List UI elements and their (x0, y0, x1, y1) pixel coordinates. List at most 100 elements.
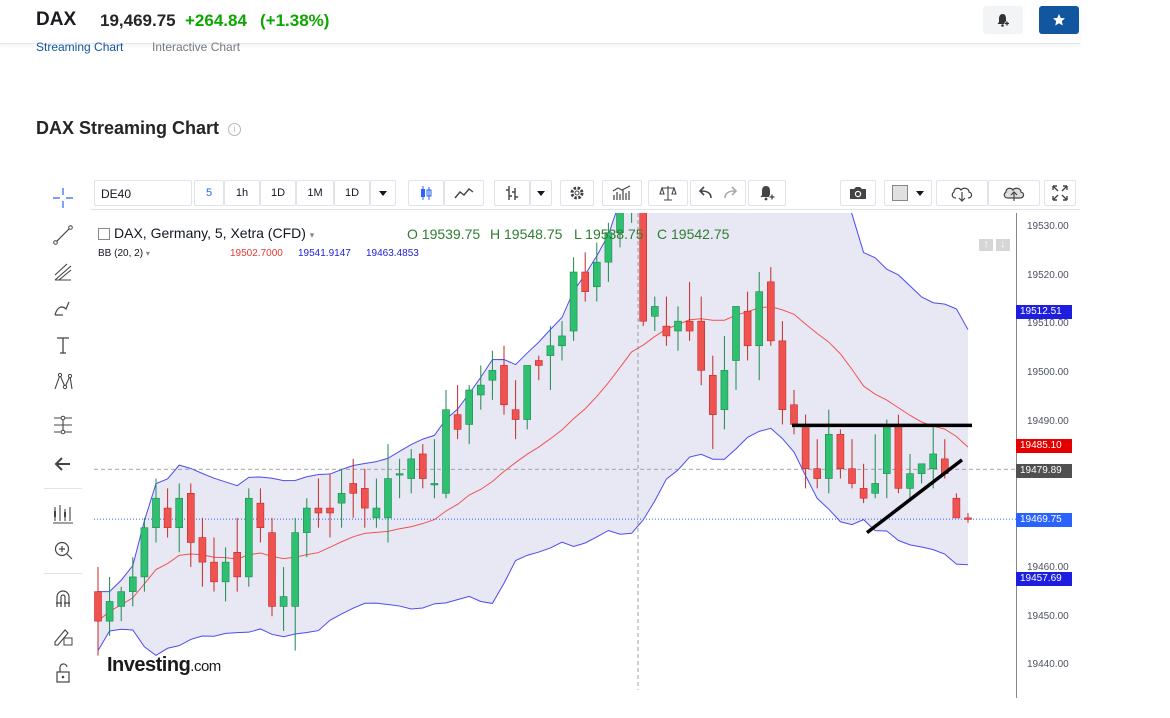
last-price: 19,469.75 (100, 11, 176, 30)
redo-icon[interactable] (723, 186, 739, 200)
arrow-down-icon[interactable]: ↓ (995, 239, 1010, 251)
alert-button[interactable] (748, 180, 786, 206)
price-tick: 19490.00 (1027, 416, 1069, 427)
settings-button[interactable] (560, 180, 594, 206)
chart-type-dropdown[interactable] (530, 180, 552, 206)
add-to-watchlist-button[interactable] (1039, 6, 1079, 34)
long-position-tool[interactable] (48, 499, 78, 527)
collapse-legend-icon[interactable] (98, 228, 110, 241)
investing-logo: Investing.com (107, 654, 221, 676)
quote-header: DAX 19,469.75 +264.84 (+1.38%) (0, 0, 1080, 44)
price-change: +264.84 (185, 11, 247, 30)
price-tick: 19450.00 (1027, 611, 1069, 622)
undo-icon[interactable] (697, 186, 713, 200)
text-tool[interactable] (48, 331, 78, 359)
gear-icon (570, 186, 584, 200)
line-chart-button[interactable] (444, 180, 484, 206)
chevron-down-icon[interactable]: ▾ (309, 230, 315, 240)
candlestick-chart (94, 213, 1016, 690)
candle-body (697, 320, 706, 371)
candle-body (906, 473, 914, 489)
series-legend: DAX, Germany, 5, Xetra (CFD) ▾ (98, 225, 314, 241)
price-change-percent: (+1.38%) (260, 11, 330, 30)
info-icon[interactable]: i (228, 123, 241, 136)
color-swatch (892, 185, 908, 201)
toolbar-divider (44, 573, 82, 574)
interval-1d[interactable]: 1D (260, 180, 296, 206)
load-chart-button[interactable] (936, 180, 988, 206)
candle-body (848, 468, 856, 484)
area-chart-icon (454, 188, 474, 199)
bars-button[interactable] (494, 180, 530, 206)
trend-line-tool[interactable] (48, 221, 78, 249)
candle-body (245, 497, 253, 578)
candle-body (708, 374, 717, 415)
interval-1m[interactable]: 1M (296, 180, 334, 206)
chevron-down-icon[interactable]: ▾ (145, 249, 150, 258)
candle-body (476, 384, 485, 396)
magnet-tool[interactable] (48, 585, 78, 613)
arrow-up-icon[interactable]: ↑ (979, 239, 993, 251)
candle-body (152, 497, 160, 529)
back-tool[interactable] (48, 450, 78, 478)
zoom-in-tool[interactable] (48, 536, 78, 564)
screenshot-button[interactable] (840, 180, 876, 206)
page-title: DAX Streaming Chart (36, 118, 220, 138)
chart-plot-area[interactable] (94, 213, 1016, 690)
unlock-icon (56, 663, 70, 683)
price-tick: 19440.00 (1027, 659, 1069, 670)
tab-interactive-chart[interactable]: Interactive Chart (152, 40, 241, 54)
crosshair-tool[interactable] (48, 184, 78, 212)
bb-basis-value: 19502.7000 (230, 248, 283, 259)
candle-body (337, 492, 346, 504)
candle-body (766, 281, 775, 342)
fib-tool[interactable] (48, 258, 78, 286)
fullscreen-button[interactable] (1044, 180, 1076, 206)
interval-dropdown[interactable] (370, 180, 396, 206)
lock-pen-tool[interactable] (48, 622, 78, 650)
candle-body (604, 232, 613, 263)
price-axis[interactable]: 19530.00 19520.00 19510.00 19500.00 1949… (1016, 213, 1078, 698)
candle-body (418, 453, 427, 479)
candles-button[interactable] (408, 180, 444, 206)
expand-icon (1052, 185, 1068, 201)
arrow-left-icon (54, 457, 70, 471)
indicators-button[interactable] (602, 180, 642, 206)
last-price-tag: 19469.75 (1016, 513, 1072, 527)
compare-button[interactable] (648, 180, 688, 206)
save-chart-button[interactable] (988, 180, 1040, 206)
lock-tool[interactable] (48, 659, 78, 687)
candle-body (210, 561, 218, 583)
candle-body (616, 213, 624, 233)
symbol-input[interactable]: DE40 (94, 180, 192, 206)
candle-body (198, 537, 207, 563)
brush-tool[interactable] (48, 294, 78, 322)
bb-basis-line (97, 306, 969, 622)
candle-body (534, 360, 543, 366)
bars-icon (506, 186, 518, 200)
cloud-upload-icon (1003, 187, 1025, 201)
candle-body (836, 433, 845, 470)
drawing-toolbar (40, 176, 86, 696)
text-icon (57, 337, 69, 354)
create-alert-button[interactable] (983, 6, 1023, 34)
interval-5m[interactable]: 5 (194, 180, 224, 206)
color-picker-button[interactable] (884, 180, 932, 206)
interval-1d-alt[interactable]: 1D (334, 180, 370, 206)
bb-lower-tag: 19457.69 (1016, 572, 1072, 586)
tab-streaming-chart[interactable]: Streaming Chart (36, 40, 124, 54)
interval-1h[interactable]: 1h (224, 180, 260, 206)
candle-body (268, 532, 276, 607)
pattern-tool[interactable] (48, 368, 78, 396)
measure-tool[interactable] (48, 411, 78, 439)
candle-body (175, 497, 183, 529)
candle-body (488, 370, 497, 381)
cloud-download-icon (951, 187, 973, 202)
scale-icon (659, 186, 677, 201)
candle-body (882, 424, 891, 474)
bb-upper-tag: 19512.51 (1016, 305, 1072, 319)
candle-body (221, 561, 230, 583)
candle-body (430, 483, 439, 486)
crosshair-icon (53, 188, 73, 208)
candle-body (964, 517, 972, 520)
